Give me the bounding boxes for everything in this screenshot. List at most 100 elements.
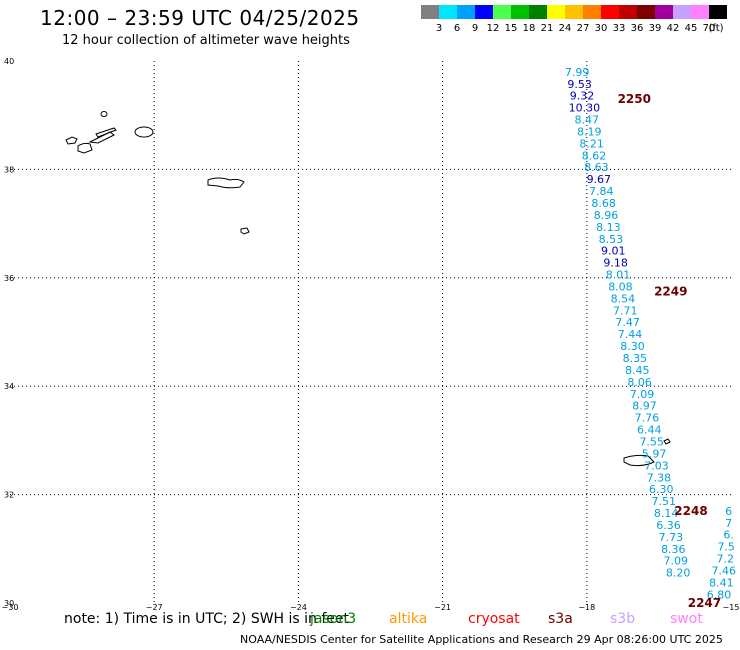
wave-height-value: 8.20 [666,567,691,580]
lon-tick-label: −30 [2,603,19,612]
lat-tick-label: 36 [4,274,14,283]
satellite-legend-item: cryosat [468,611,520,627]
satellite-legend-item: jason3 [310,611,357,627]
altimeter-track: 7.999.539.3210.308.478.198.218.628.639.6… [565,66,736,601]
wave-height-value: 9.53 [567,78,592,91]
colorbar-tick-label: 30 [594,23,608,34]
lat-tick-label: 30 [4,599,14,608]
colorbar-swatch [673,5,691,19]
colorbar-tick-label: 27 [576,23,590,34]
colorbar-tick-label: 6 [453,23,461,34]
wave-height-value: 7.47 [615,316,640,329]
wave-height-value: 7.73 [659,531,684,544]
lon-tick-label: −27 [146,603,163,612]
colorbar-tick-label: 70 [702,23,716,34]
colorbar-swatch [457,5,475,19]
wave-height-value: 7.44 [618,328,643,341]
coastlines [65,111,671,467]
wave-height-value: 5.97 [642,447,667,460]
wave-height-value: 6 [725,505,732,518]
island-faial [77,142,93,154]
colorbar-swatch [511,5,529,19]
colorbar-swatch [709,5,727,19]
wave-height-value: 8.35 [623,352,648,365]
colorbar-tick-label: 21 [540,23,554,34]
island-flores [65,136,78,145]
wave-height-value: 8.41 [709,576,734,589]
wave-height-value: 7.03 [644,459,669,472]
wave-height-value: 10.30 [569,102,601,115]
pass-time-label: 2247 [688,596,721,610]
colorbar-tick-label: 42 [666,23,680,34]
colorbar-swatch [421,5,439,19]
axis-ticks: −30 −27 −24 −21 −18 −15 30 32 34 36 38 40 [2,57,740,612]
wave-height-value: 8.97 [632,400,657,413]
wave-height-value: 8.53 [599,233,624,246]
units-note: note: 1) Time is in UTC; 2) SWH is in fe… [64,611,350,627]
wave-height-value: 7.84 [589,185,614,198]
colorbar-swatch [493,5,511,19]
wave-height-value: 7 [725,517,732,530]
colorbar-swatch [691,5,709,19]
colorbar-tick-label: 12 [486,23,500,34]
wave-height-value: 7.51 [651,495,676,508]
colorbar-swatch [475,5,493,19]
wave-height-value: 8.14 [654,507,679,520]
wave-height-value: 6.80 [707,588,732,601]
wave-height-value: 8.68 [591,197,616,210]
wave-height-value: 8.01 [606,269,631,282]
wave-height-value: 7.38 [647,471,672,484]
map-grid [10,61,731,603]
island-corvo [100,111,108,117]
wave-height-value: 8.45 [625,364,650,377]
wave-height-value: 6.36 [656,519,681,532]
wave-height-value: 7.76 [635,412,660,425]
credit-footer: NOAA/NESDIS Center for Satellite Applica… [240,633,723,646]
satellite-legend-item: s3b [610,611,636,627]
island-sao-jorge [95,127,117,138]
satellite-legend-item: swot [670,611,703,627]
colorbar-swatch [619,5,637,19]
wave-height-value: 9.67 [587,173,612,186]
satellite-legend-item: s3a [548,611,573,627]
colorbar-tick-label: 3 [435,23,443,34]
lon-tick-label: −15 [723,603,740,612]
wave-height-value: 8.62 [582,149,607,162]
wave-height-value: 6.44 [637,424,662,437]
pass-labels: 2250 2249 2248 2247 [618,92,722,610]
wave-height-value: 8.96 [594,209,619,222]
wave-height-value: 7.09 [630,388,655,401]
lon-tick-label: −24 [290,603,307,612]
wave-height-value: 7.5 [717,541,735,554]
color-scale-legend: 3 6 9 12 15 18 21 24 27 30 33 36 39 42 45 70 (ft) [421,5,727,34]
colorbar-swatch [583,5,601,19]
wave-height-value: 8.63 [584,161,609,174]
lon-tick-label: −21 [434,603,451,612]
colorbar-tick-label: 39 [648,23,662,34]
lat-tick-label: 40 [4,57,14,66]
island-pico [88,131,115,144]
lat-tick-label: 34 [4,382,14,391]
lon-tick-label: −18 [578,603,595,612]
wave-height-value: 7.46 [712,564,737,577]
colorbar-swatch [655,5,673,19]
wave-height-value: 7.71 [613,304,638,317]
colorbar-swatch [439,5,457,19]
wave-height-value: 8.30 [620,340,645,353]
wave-height-value: 8.36 [661,543,686,556]
wave-height-value: 7.55 [639,435,664,448]
pass-time-label: 2249 [654,284,687,298]
wave-height-value: 8.21 [579,137,604,150]
lat-tick-label: 38 [4,165,14,174]
colorbar-swatch [547,5,565,19]
wave-height-value: 8.13 [596,221,621,234]
colorbar-tick-label: 15 [504,23,518,34]
colorbar-tick-label: 18 [522,23,536,34]
island-santa-maria [240,227,250,235]
island-madeira [623,454,655,467]
colorbar-swatch [637,5,655,19]
colorbar-swatch [529,5,547,19]
wave-height-value: 7.99 [565,66,590,79]
colorbar-tick-label: 33 [612,23,626,34]
page-subtitle: 12 hour collection of altimeter wave hei… [62,33,350,48]
